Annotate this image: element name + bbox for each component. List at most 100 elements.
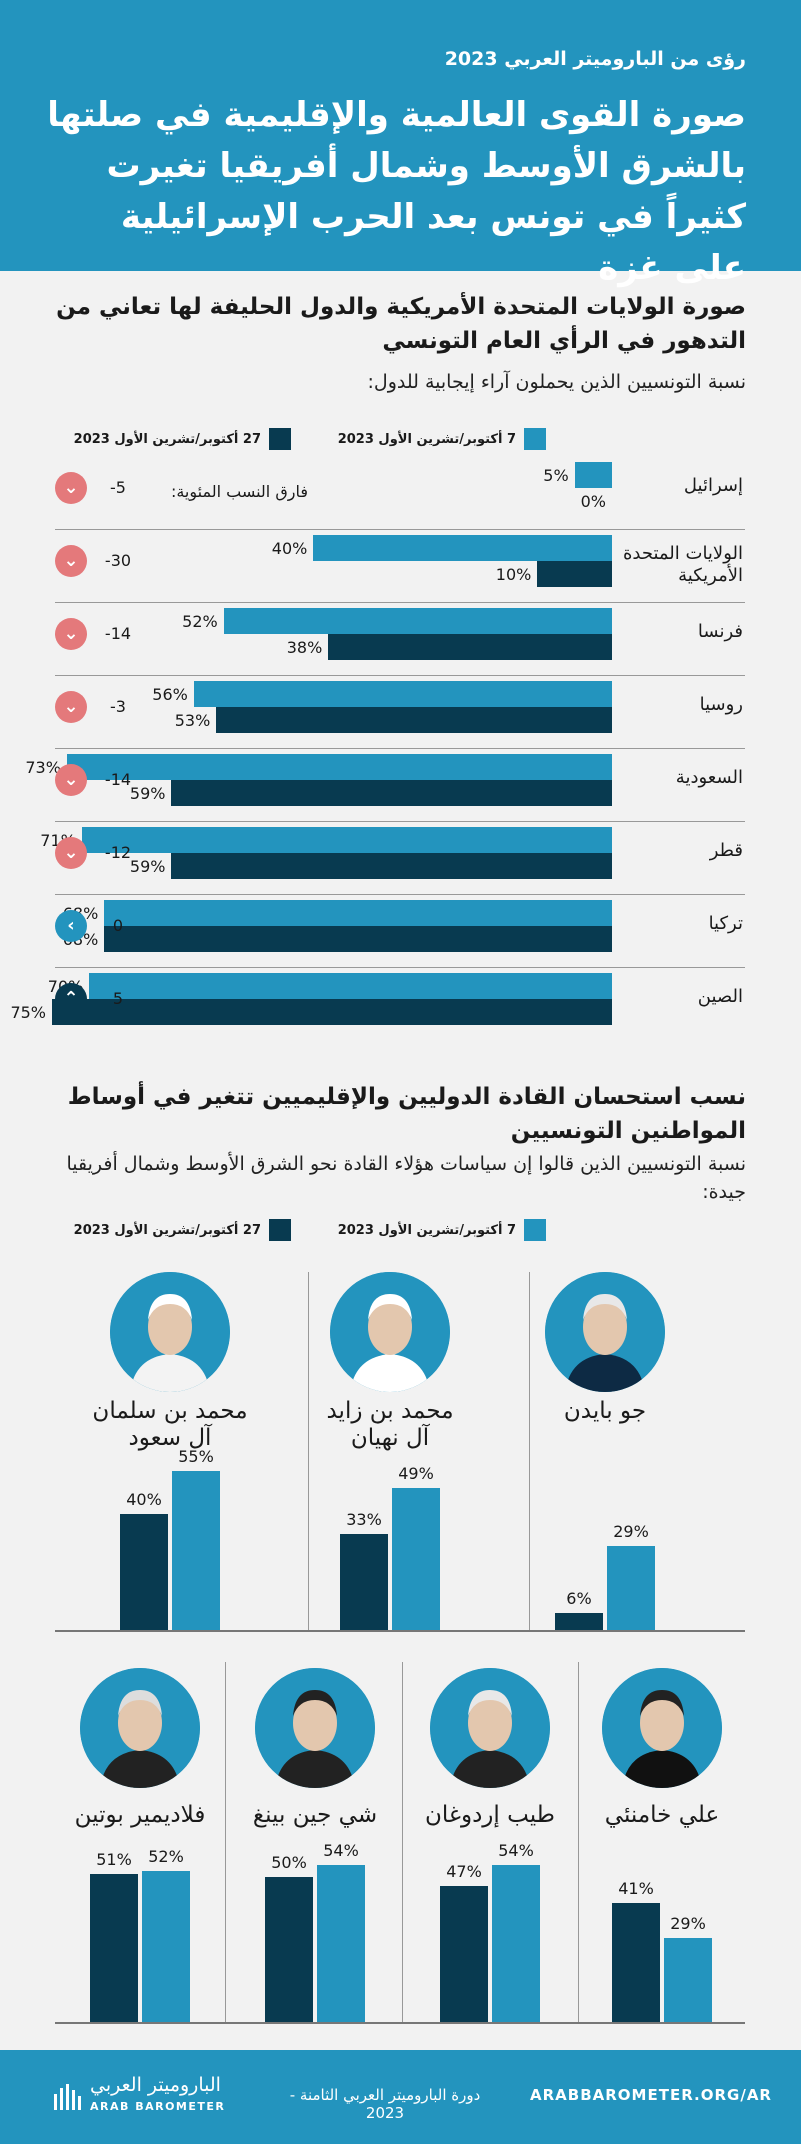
footer: ARABBAROMETER.ORG/AR دورة الباروميتر الع… (0, 2050, 801, 2144)
column-separator (578, 1662, 579, 2022)
bar-before (317, 1865, 365, 2022)
bar-before-label: 52% (182, 612, 218, 631)
leader-portrait-icon (255, 1668, 375, 1788)
section2-title: نسب استحسان القادة الدوليين والإقليميين … (67, 1084, 746, 1144)
footer-url-link[interactable]: ARABBAROMETER.ORG/AR (530, 2086, 772, 2104)
bar-after-label: 41% (618, 1879, 654, 1899)
header-kicker: رؤى من الباروميتر العربي 2023 (444, 48, 746, 70)
country-label: السعودية (603, 767, 743, 789)
leader-name: جو بايدن (505, 1398, 705, 1425)
bar-before-label: 52% (148, 1847, 184, 1867)
row-divider (55, 821, 745, 822)
country-label-line1: إسرائيل (683, 475, 743, 496)
brand-name-english: ARAB BAROMETER (90, 2100, 226, 2113)
difference-value: -5 (110, 478, 126, 497)
row-divider (55, 748, 745, 749)
chevron-down-icon: ⌄ (55, 545, 87, 577)
difference-value: -14 (104, 624, 132, 643)
legend2-after: 27 أكتوبر/تشرين الأول 2023 (74, 1219, 291, 1241)
leader-portrait-icon (545, 1272, 665, 1392)
leader-portrait-icon (80, 1668, 200, 1788)
leader-name-line2: آل نهيان (350, 1425, 430, 1451)
country-label-line1: الولايات المتحدة (622, 543, 743, 564)
leader-name: شي جين بينغ (215, 1802, 415, 1829)
bar-before-label: 40% (271, 539, 308, 558)
column-separator (402, 1662, 403, 2022)
leader-name-line1: شي جين بينغ (252, 1802, 378, 1828)
leader-portrait-icon (430, 1668, 550, 1788)
legend2-after-label: 27 أكتوبر/تشرين الأول 2023 (73, 1222, 261, 1238)
bar-before-label: 5% (543, 466, 569, 485)
country-label-line2: الأمريكية (678, 565, 743, 586)
bar-after-label: 59% (129, 857, 166, 876)
bar-after (90, 1874, 138, 2022)
leader-name-line1: محمد بن سلمان (92, 1398, 248, 1424)
bar-after-label: 75% (10, 1003, 46, 1022)
bar-after-label: 40% (126, 1490, 162, 1509)
bar-after (104, 926, 612, 952)
country-label-line1: الصين (697, 986, 743, 1007)
chevron-up-icon: ⌃ (55, 983, 87, 1015)
bar-after (171, 780, 612, 806)
leader-portrait-icon (330, 1272, 450, 1392)
chevron-left-icon: ‹ (55, 910, 87, 942)
legend-before-label: 7 أكتوبر/تشرين الأول 2023 (337, 431, 516, 447)
header-banner: رؤى من الباروميتر العربي 2023 صورة القوى… (0, 0, 801, 288)
leader-portrait-icon (110, 1272, 230, 1392)
country-label: فرنسا (603, 621, 743, 643)
country-label-line1: روسيا (699, 694, 743, 715)
country-label: قطر (603, 840, 743, 862)
row-divider (55, 529, 745, 530)
section1-title: صورة الولايات المتحدة الأمريكية والدول ا… (56, 294, 746, 354)
legend2-before: 7 أكتوبر/تشرين الأول 2023 (338, 1219, 546, 1241)
difference-value: -30 (104, 551, 132, 570)
bar-after (555, 1612, 603, 1630)
leader-name: محمد بن زايد آل نهيان (290, 1398, 490, 1452)
chevron-down-icon: ⌄ (55, 837, 87, 869)
legend-after: 27 أكتوبر/تشرين الأول 2023 (74, 428, 291, 450)
country-label-line1: قطر (709, 840, 743, 861)
bar-before (81, 827, 612, 853)
bar-before-label: 54% (498, 1841, 534, 1861)
bar-before (172, 1470, 220, 1630)
legend2-before-swatch (524, 1219, 546, 1241)
column-separator (529, 1272, 530, 1630)
bar-before (193, 681, 612, 707)
chart-baseline (55, 1630, 745, 1632)
bar-before (664, 1937, 712, 2022)
bar-before-label: 73% (25, 758, 61, 777)
bar-after (340, 1534, 388, 1630)
difference-label: فارق النسب المئوية: (170, 482, 308, 501)
difference-value: -3 (110, 697, 126, 716)
bar-after-label: 0% (580, 492, 606, 511)
bar-before-label: 29% (670, 1913, 706, 1933)
leader-name-line1: طيب إردوغان (425, 1802, 555, 1828)
legend-before: 7 أكتوبر/تشرين الأول 2023 (338, 428, 546, 450)
legend-after-swatch (269, 428, 291, 450)
brand-logo-icon (54, 2084, 81, 2110)
chevron-down-icon: ⌄ (55, 472, 87, 504)
bar-after (120, 1514, 168, 1630)
bar-after (216, 707, 612, 733)
country-label-line1: السعودية (675, 767, 743, 788)
legend-after-label: 27 أكتوبر/تشرين الأول 2023 (73, 431, 261, 447)
country-label-line1: تركيا (708, 913, 743, 934)
leader-name: فلاديمير بوتين (40, 1802, 240, 1829)
country-label: روسيا (603, 694, 743, 716)
chevron-down-icon: ⌄ (55, 618, 87, 650)
bar-before (392, 1487, 440, 1630)
bar-after-label: 51% (96, 1850, 132, 1870)
legend2-before-label: 7 أكتوبر/تشرين الأول 2023 (337, 1222, 516, 1238)
difference-value: -12 (104, 843, 132, 862)
column-separator (308, 1272, 309, 1630)
chevron-down-icon: ⌄ (55, 764, 87, 796)
bar-after (328, 634, 612, 660)
bar-after-label: 6% (566, 1588, 592, 1608)
leader-name-line2: آل سعود (128, 1425, 212, 1451)
bar-after (265, 1877, 313, 2022)
difference-value: 5 (112, 989, 124, 1008)
country-label: تركيا (603, 913, 743, 935)
row-divider (55, 602, 745, 603)
bar-before (104, 900, 612, 926)
row-divider (55, 675, 745, 676)
